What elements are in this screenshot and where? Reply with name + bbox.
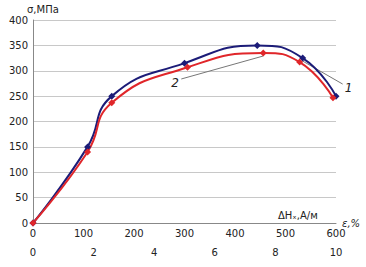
svg-text:ΔHₓ,A/м: ΔHₓ,A/м [278,210,318,221]
svg-text:250: 250 [9,91,28,102]
svg-text:4: 4 [151,247,157,258]
svg-text:100: 100 [74,228,93,239]
svg-text:600: 600 [326,228,345,239]
svg-text:300: 300 [175,228,194,239]
svg-text:350: 350 [9,40,28,51]
svg-text:2: 2 [171,76,179,90]
svg-text:0: 0 [22,218,28,229]
svg-text:500: 500 [276,228,295,239]
svg-text:2: 2 [90,247,96,258]
svg-text:50: 50 [15,192,28,203]
svg-text:1: 1 [345,81,353,95]
svg-text:σ,МПа: σ,МПа [27,4,59,15]
svg-text:400: 400 [9,15,28,26]
svg-text:8: 8 [272,247,278,258]
svg-text:0: 0 [30,247,36,258]
svg-text:0: 0 [30,228,36,239]
svg-text:6: 6 [212,247,218,258]
svg-text:200: 200 [9,116,28,127]
svg-text:300: 300 [9,65,28,76]
svg-text:400: 400 [225,228,244,239]
svg-text:100: 100 [9,167,28,178]
svg-text:ε,%: ε,% [342,217,361,229]
svg-text:10: 10 [330,247,343,258]
svg-text:200: 200 [124,228,143,239]
svg-text:150: 150 [9,141,28,152]
